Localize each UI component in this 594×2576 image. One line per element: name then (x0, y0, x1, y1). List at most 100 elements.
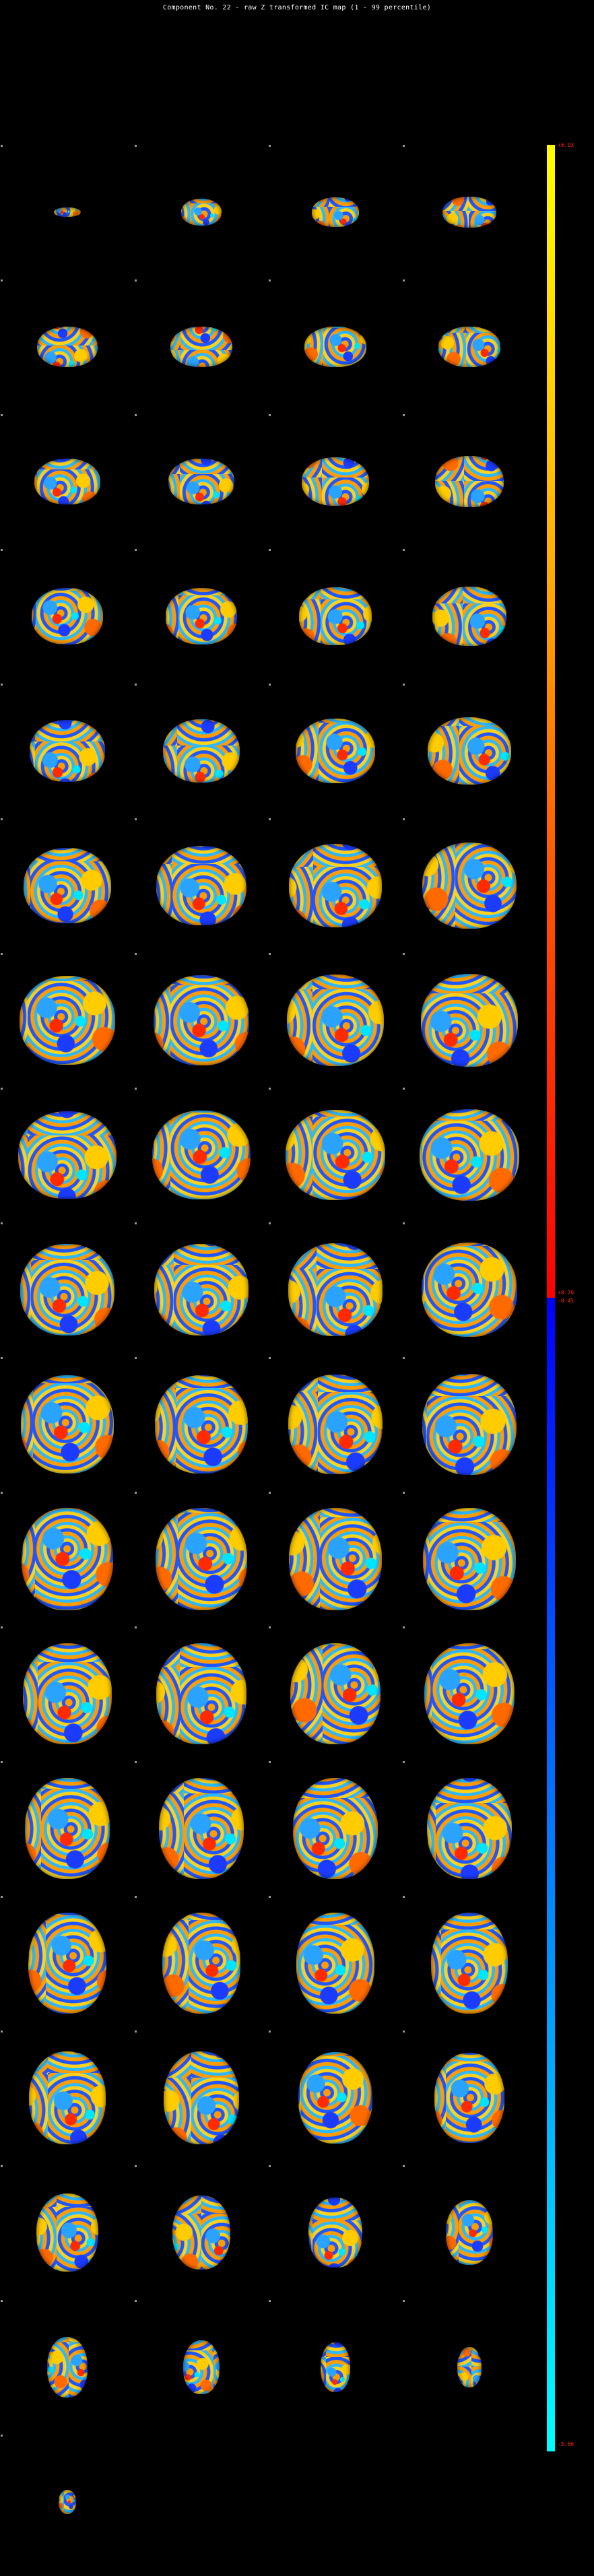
brain-slice-image (152, 1111, 251, 1199)
brain-slice-image (296, 1913, 374, 2014)
brain-slice-image (432, 587, 506, 646)
brain-slice (402, 2030, 536, 2165)
brain-slice (134, 1896, 268, 2030)
slice-marker (403, 2300, 405, 2302)
slice-marker (403, 1357, 405, 1359)
slice-marker (269, 279, 271, 282)
brain-slice-image (289, 1508, 382, 1610)
brain-slice-image (156, 1508, 247, 1610)
brain-slice-image (427, 1778, 512, 1879)
slice-marker (403, 818, 405, 820)
brain-slice-image (172, 2195, 230, 2270)
brain-slice (134, 279, 268, 414)
slice-marker (135, 549, 137, 551)
brain-slice (134, 2165, 268, 2300)
brain-slice (0, 1761, 134, 1896)
brain-slice (0, 2435, 134, 2569)
slice-marker (403, 2030, 405, 2033)
slice-marker (403, 1088, 405, 1090)
brain-slice-image (20, 976, 115, 1065)
brain-slice-image (287, 975, 384, 1066)
slice-marker (135, 2165, 137, 2167)
brain-slice-image (32, 588, 103, 645)
colorbar-positive (547, 145, 555, 1298)
brain-slice (134, 953, 268, 1088)
brain-slice (402, 2300, 536, 2435)
brain-slice (402, 414, 536, 549)
slice-marker (135, 1626, 137, 1628)
slice-marker (269, 1492, 271, 1494)
brain-slice-image (423, 1508, 516, 1610)
colorbar-negative (547, 1298, 555, 2451)
brain-slice (402, 684, 536, 818)
brain-slice-image (154, 1244, 249, 1335)
brain-slice (134, 2030, 268, 2165)
brain-slice (402, 279, 536, 414)
slice-marker (269, 1222, 271, 1224)
slice-marker (403, 1626, 405, 1628)
brain-slice (0, 279, 134, 414)
slice-marker (1, 1896, 3, 1898)
brain-slice (134, 1626, 268, 1761)
brain-slice (134, 1357, 268, 1492)
slice-marker (269, 145, 271, 147)
slice-marker (403, 2165, 405, 2167)
slice-marker (269, 1761, 271, 1763)
brain-slice-image (288, 1243, 383, 1336)
slice-marker (269, 414, 271, 416)
brain-slice-image (293, 1778, 378, 1879)
slice-marker (1, 145, 3, 147)
brain-slice-image (302, 457, 369, 506)
brain-slice (134, 684, 268, 818)
slice-marker (1, 2435, 3, 2437)
slice-marker (1, 1492, 3, 1494)
brain-slice (0, 1088, 134, 1222)
slice-marker (403, 1222, 405, 1224)
brain-slice (134, 1761, 268, 1896)
brain-slice-image (289, 844, 382, 927)
brain-slice-image (288, 1375, 383, 1474)
brain-slice-image (37, 327, 98, 367)
slice-marker (135, 1222, 137, 1224)
brain-slice (0, 1896, 134, 2030)
brain-slice (402, 1088, 536, 1222)
brain-slice-image (434, 2053, 504, 2143)
brain-slice-image (24, 848, 111, 923)
slice-marker (1, 279, 3, 282)
brain-slice-image (156, 1643, 246, 1744)
brain-slice-image (183, 2340, 220, 2394)
slice-marker (403, 145, 405, 147)
colorbar-neg-threshold-label: -0.45 (558, 1298, 574, 1304)
slice-marker (403, 953, 405, 955)
brain-slice (268, 549, 402, 684)
slice-marker (1, 818, 3, 820)
brain-slice (402, 1896, 536, 2030)
brain-slice-image (164, 2051, 239, 2144)
slice-marker (403, 684, 405, 686)
brain-slice (402, 1626, 536, 1761)
brain-slice (134, 414, 268, 549)
brain-slice (268, 1492, 402, 1626)
brain-slice (134, 1088, 268, 1222)
slice-marker (135, 2030, 137, 2033)
brain-slice (0, 1222, 134, 1357)
brain-slice-image (421, 974, 518, 1067)
slice-marker (1, 1761, 3, 1763)
slice-marker (135, 414, 137, 416)
brain-slice-image (25, 1778, 110, 1879)
brain-slice (268, 1761, 402, 1896)
slice-marker (1, 2165, 3, 2167)
slice-marker (1, 953, 3, 955)
brain-slice-image (442, 197, 496, 228)
brain-slice-image (428, 717, 511, 785)
brain-slice (402, 145, 536, 279)
brain-slice-image (457, 2347, 482, 2387)
slice-marker (135, 2300, 137, 2302)
slice-marker (1, 549, 3, 551)
slice-marker (403, 1896, 405, 1898)
colorbar-min-label: -5.66 (558, 2441, 574, 2447)
slice-marker (1, 2300, 3, 2302)
slice-marker (403, 279, 405, 282)
brain-slice (268, 2300, 402, 2435)
brain-slice-image (438, 327, 500, 367)
